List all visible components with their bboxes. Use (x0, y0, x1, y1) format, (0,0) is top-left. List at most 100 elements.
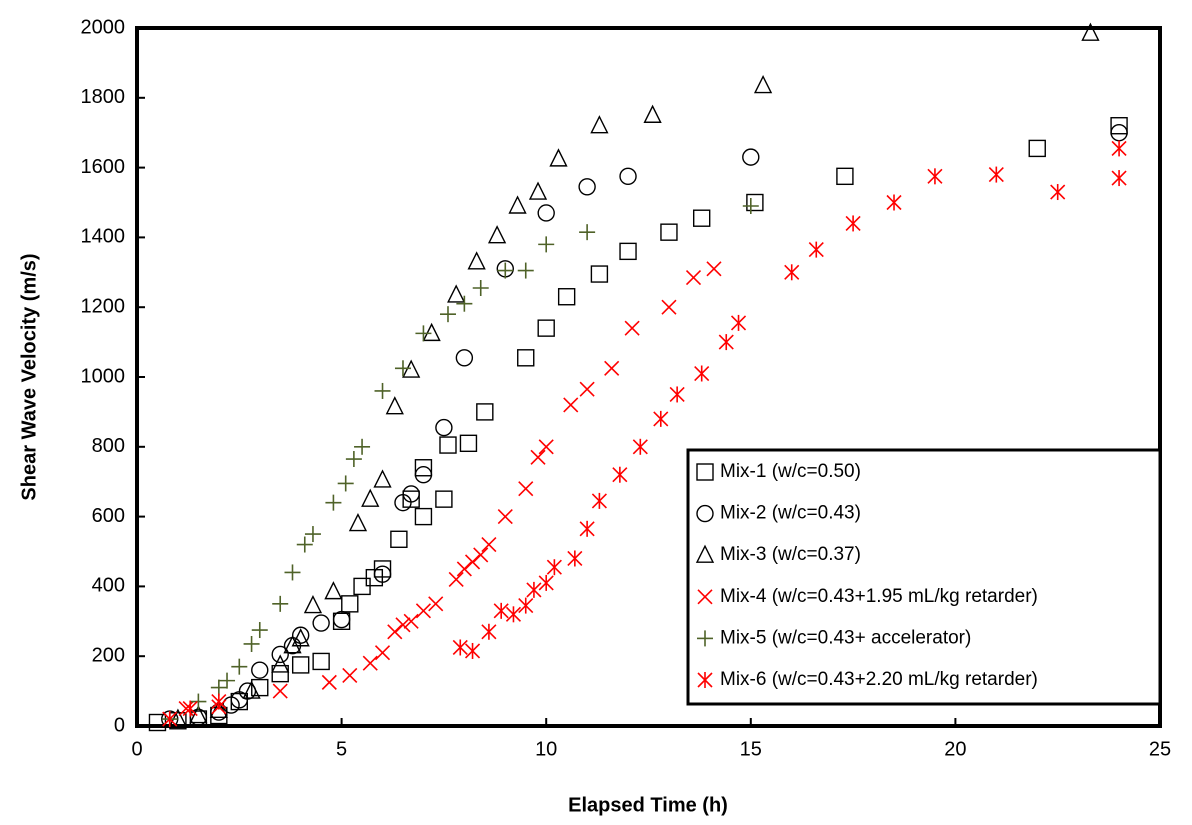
marker-stroke (528, 181, 548, 200)
data-point (632, 438, 648, 455)
marker-stroke (403, 613, 419, 629)
marker-stroke (624, 320, 640, 336)
marker-stroke (422, 322, 441, 342)
data-point (624, 320, 640, 336)
data-point (296, 536, 313, 553)
x-tick-label: 25 (1149, 738, 1171, 760)
marker-stroke (271, 654, 290, 673)
data-point (742, 197, 759, 214)
marker-stroke (361, 488, 380, 507)
legend-label: Mix-1 (w/c=0.50) (720, 461, 861, 482)
legend-box (686, 448, 1162, 706)
y-tick-label: 1200 (81, 295, 126, 317)
data-point (271, 664, 289, 683)
data-point (272, 683, 288, 699)
data-point (718, 334, 734, 351)
marker-stroke (435, 418, 453, 437)
marker-stroke (537, 319, 555, 337)
marker-stroke (415, 603, 432, 619)
marker-stroke (324, 581, 343, 600)
marker-stroke (456, 561, 472, 577)
marker-stroke (549, 148, 568, 167)
data-point (251, 661, 269, 679)
data-point (219, 672, 236, 689)
data-point (730, 314, 747, 331)
marker-stroke (271, 664, 289, 683)
marker-stroke (836, 167, 854, 186)
data-point (481, 536, 497, 553)
data-point (402, 485, 420, 503)
data-point (414, 507, 433, 526)
data-point (505, 606, 522, 623)
legend-label: Mix-3 (w/c=0.37) (720, 544, 861, 565)
data-point (579, 224, 596, 241)
marker-stroke (746, 193, 764, 212)
data-point (455, 349, 474, 367)
marker-stroke (604, 360, 620, 376)
data-point (435, 490, 453, 508)
data-point (476, 403, 494, 421)
data-point (643, 104, 662, 123)
data-point (422, 322, 441, 342)
data-point (414, 459, 433, 477)
data-point (537, 319, 555, 337)
legend-label: Mix-5 (w/c=0.43+ accelerator) (720, 627, 971, 648)
data-point (354, 438, 371, 455)
marker-stroke (696, 504, 714, 523)
marker-stroke (1110, 117, 1128, 135)
x-tick-label: 5 (336, 738, 347, 760)
marker-stroke (1081, 22, 1100, 41)
data-point (447, 284, 466, 303)
data-point (456, 561, 472, 577)
data-point (526, 581, 542, 598)
marker-stroke (439, 436, 457, 454)
data-point (706, 261, 722, 277)
data-point (271, 654, 290, 673)
data-point (231, 658, 248, 675)
data-point (428, 596, 444, 612)
marker-stroke (487, 225, 507, 244)
marker-stroke (660, 223, 678, 241)
data-point (387, 624, 403, 640)
data-point (497, 509, 513, 525)
marker-stroke (518, 481, 534, 497)
data-point (473, 547, 489, 563)
data-point (988, 166, 1004, 183)
data-point (291, 626, 310, 644)
marker-stroke (387, 624, 403, 640)
data-point (168, 708, 188, 727)
legend-label: Mix-4 (w/c=0.43+1.95 mL/kg retarder) (720, 586, 1038, 607)
data-point (448, 571, 464, 587)
marker-stroke (619, 167, 637, 186)
marker-stroke (685, 269, 702, 286)
marker-stroke (661, 299, 677, 315)
marker-stroke (742, 148, 760, 166)
data-point (332, 610, 351, 629)
data-point (753, 75, 773, 94)
data-point (190, 693, 207, 710)
marker-stroke (435, 490, 453, 508)
data-point (669, 386, 685, 403)
legend-marker (697, 672, 713, 688)
marker-stroke (619, 242, 637, 261)
legend-marker (696, 463, 714, 481)
marker-stroke (373, 560, 392, 578)
data-point (272, 595, 289, 612)
data-point (321, 674, 337, 690)
marker-stroke (209, 699, 228, 718)
marker-stroke (563, 397, 579, 413)
data-point (439, 306, 456, 323)
data-point (341, 595, 359, 613)
data-point (578, 178, 596, 196)
data-point (694, 365, 710, 382)
marker-stroke (455, 349, 474, 367)
y-tick-label: 0 (114, 714, 125, 736)
data-point (325, 494, 342, 511)
y-tick-label: 200 (92, 644, 125, 666)
marker-stroke (395, 617, 411, 633)
data-point (415, 325, 432, 342)
marker-stroke (692, 209, 711, 227)
legend-label: Mix-2 (w/c=0.43) (720, 503, 861, 524)
data-point (590, 115, 609, 134)
data-point (251, 622, 268, 639)
